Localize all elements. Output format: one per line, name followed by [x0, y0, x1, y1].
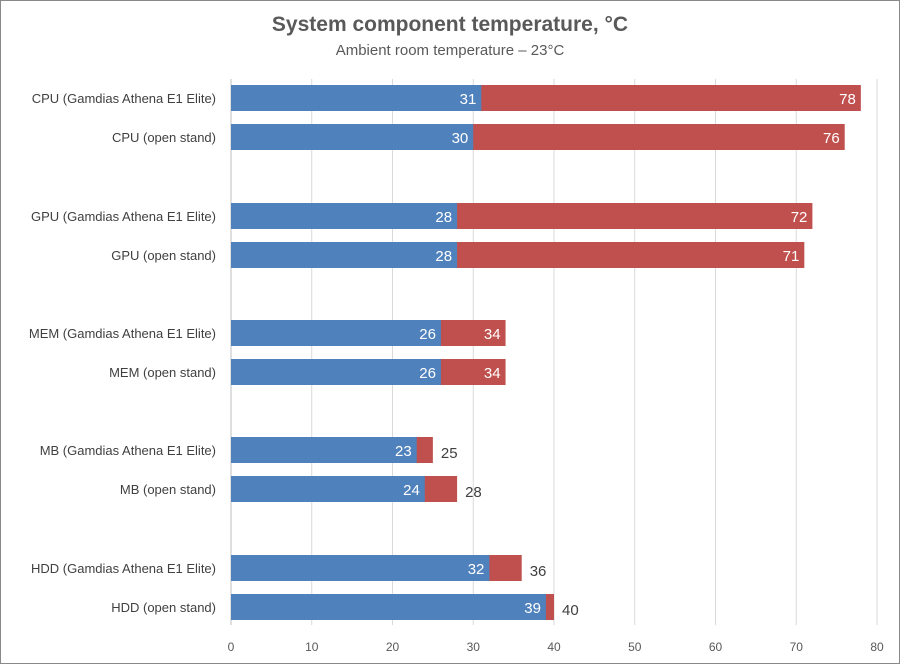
data-label-load: 34	[484, 326, 501, 343]
bar-idle	[231, 359, 441, 385]
x-tick-label: 10	[305, 640, 319, 654]
data-label-load: 34	[484, 365, 501, 382]
data-label-load: 72	[791, 209, 808, 226]
x-tick-label: 40	[547, 640, 561, 654]
bar-idle	[231, 555, 490, 581]
bar-idle	[231, 124, 474, 150]
bar-idle	[231, 320, 441, 346]
bar-idle	[231, 203, 458, 229]
category-label: GPU (open stand)	[111, 248, 216, 263]
bar-idle	[231, 594, 546, 620]
bar-idle	[231, 437, 417, 463]
data-label-idle: 39	[524, 600, 541, 617]
category-label: CPU (Gamdias Athena E1 Elite)	[32, 91, 216, 106]
data-label-idle: 31	[460, 91, 477, 108]
data-label-idle: 28	[435, 248, 452, 265]
x-tick-label: 80	[870, 640, 884, 654]
data-label-load: 36	[530, 563, 547, 580]
data-label-load: 25	[441, 445, 458, 462]
category-label: MEM (open stand)	[109, 365, 216, 380]
data-label-load: 76	[823, 130, 840, 147]
x-tick-label: 0	[228, 640, 235, 654]
data-label-load: 40	[562, 602, 579, 619]
data-label-load: 78	[839, 91, 856, 108]
x-tick-label: 30	[467, 640, 481, 654]
bar-idle	[231, 476, 425, 502]
x-tick-label: 50	[628, 640, 642, 654]
category-label: HDD (Gamdias Athena E1 Elite)	[31, 561, 216, 576]
data-label-idle: 26	[419, 326, 436, 343]
category-label: HDD (open stand)	[111, 600, 216, 615]
chart-title: System component temperature, °C	[271, 13, 629, 36]
data-label-idle: 26	[419, 365, 436, 382]
category-label: MB (open stand)	[120, 482, 216, 497]
data-label-idle: 32	[468, 561, 485, 578]
data-label-idle: 28	[435, 209, 452, 226]
category-label: MB (Gamdias Athena E1 Elite)	[40, 443, 216, 458]
chart-subtitle: Ambient room temperature – 23°C	[335, 42, 565, 59]
x-tick-label: 60	[709, 640, 723, 654]
data-label-idle: 30	[452, 130, 469, 147]
data-label-idle: 24	[403, 482, 420, 499]
x-tick-label: 70	[790, 640, 804, 654]
data-label-load: 71	[783, 248, 800, 265]
data-label-load: 28	[465, 484, 482, 501]
data-label-idle: 23	[395, 443, 412, 460]
bar-idle	[231, 242, 458, 268]
category-label: MEM (Gamdias Athena E1 Elite)	[29, 326, 216, 341]
bar-idle	[231, 85, 482, 111]
category-label: CPU (open stand)	[112, 130, 216, 145]
category-label: GPU (Gamdias Athena E1 Elite)	[31, 209, 216, 224]
x-tick-label: 20	[386, 640, 400, 654]
